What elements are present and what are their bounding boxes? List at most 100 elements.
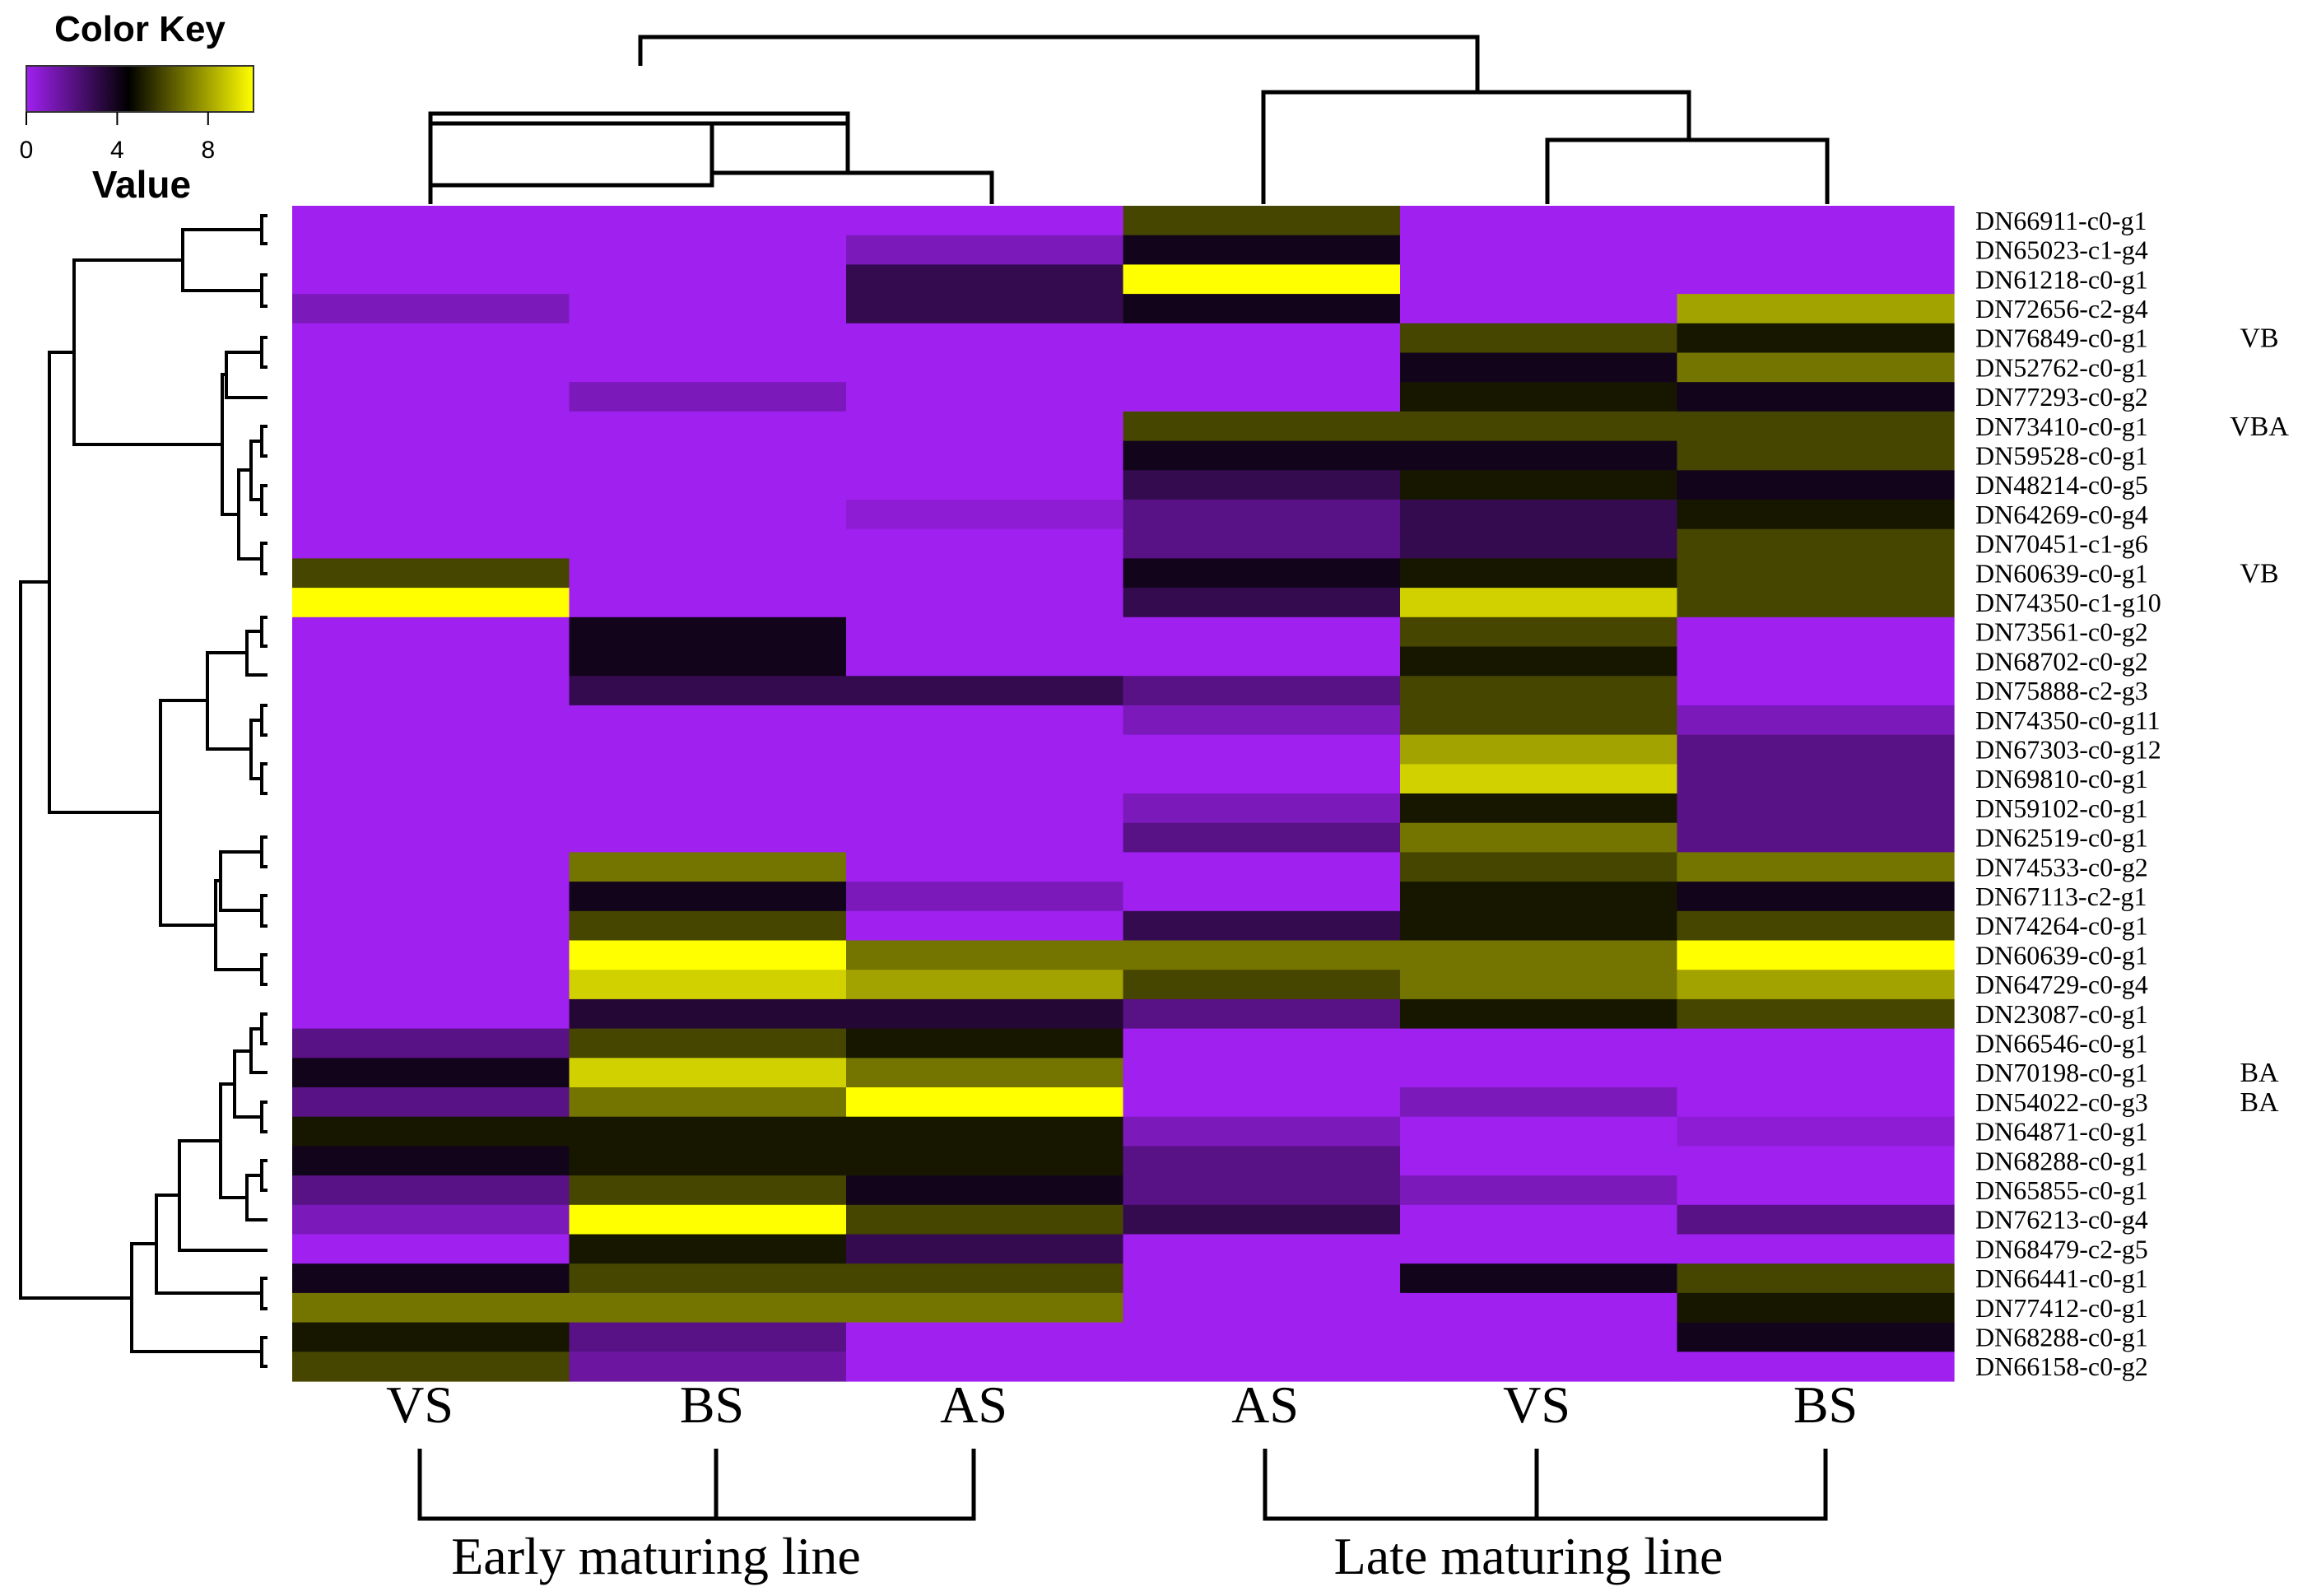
gene-label: DN75888-c2-g3 — [1975, 676, 2148, 705]
heatmap-cell — [1123, 910, 1401, 942]
heatmap-cell — [1400, 1028, 1678, 1059]
heatmap-cell — [1123, 1263, 1401, 1294]
heatmap-cell — [846, 1058, 1124, 1088]
heatmap-cell — [1123, 1087, 1401, 1118]
gene-label: DN70451-c1-g6 — [1975, 529, 2148, 559]
heatmap-cell — [292, 793, 570, 824]
heatmap-cell — [846, 1322, 1124, 1352]
heatmap-cell — [569, 617, 847, 648]
heatmap-cell — [846, 382, 1124, 412]
heatmap-cell — [846, 528, 1124, 559]
heatmap-cell — [1677, 1087, 1955, 1118]
heatmap-cell — [569, 676, 847, 706]
gene-label: DN67303-c0-g12 — [1975, 735, 2161, 765]
heatmap-cell — [846, 646, 1124, 677]
heatmap-cell — [1400, 882, 1678, 912]
row-dendro-branch — [260, 1336, 267, 1368]
row-dendro-branch — [260, 214, 267, 245]
heatmap-cell — [1400, 1352, 1678, 1382]
gene-label: DN70198-c0-g1 — [1975, 1058, 2148, 1087]
heatmap-cell — [292, 822, 570, 853]
gene-label: DN66546-c0-g1 — [1975, 1029, 2148, 1059]
heatmap-cell — [1677, 206, 1955, 236]
gene-label: DN60639-c0-g1 — [1975, 940, 2148, 970]
heatmap-cell — [1400, 411, 1678, 442]
heatmap-cell — [292, 676, 570, 706]
heatmap-cell — [569, 793, 847, 824]
heatmap-cell — [292, 1322, 570, 1352]
heatmap-cell — [1400, 646, 1678, 677]
row-dendro-branch — [48, 351, 160, 814]
heatmap-cell — [569, 1292, 847, 1324]
col-dendro-branch — [428, 123, 714, 204]
heatmap-cell — [292, 1352, 570, 1382]
gene-label: DN68288-c0-g1 — [1975, 1323, 2148, 1352]
heatmap-cell — [292, 940, 570, 970]
heatmap-cell — [1677, 705, 1955, 736]
heatmap-cell — [569, 470, 847, 500]
heatmap-cell — [846, 793, 1124, 824]
color-key: Color Key 0 4 8 Value — [20, 9, 254, 206]
heatmap-cell — [846, 970, 1124, 1000]
heatmap-cell — [1400, 588, 1678, 618]
heatmap-cell — [569, 382, 847, 412]
gene-tag-label: VB — [2240, 558, 2278, 589]
row-dendro-branch — [260, 704, 267, 737]
heatmap-cell — [292, 588, 570, 618]
heatmap-cell — [292, 500, 570, 530]
column-labels: VS BS AS AS VS BS — [386, 1375, 1858, 1434]
heatmap-cell — [1677, 558, 1955, 589]
col-dendro-branch — [1261, 90, 1691, 204]
heatmap-cell — [846, 500, 1124, 530]
heatmap-cell — [1123, 235, 1401, 265]
heatmap-cell — [1677, 1234, 1955, 1264]
gene-label: DN65855-c0-g1 — [1975, 1175, 2148, 1205]
gene-label: DN64871-c0-g1 — [1975, 1117, 2148, 1147]
heatmap-cell — [569, 411, 847, 442]
heatmap-cell — [292, 558, 570, 589]
heatmap-cell — [292, 910, 570, 942]
heatmap-cell — [1123, 352, 1401, 383]
heatmap-cell — [1677, 852, 1955, 882]
col-dendro-branch — [712, 147, 850, 175]
heatmap-cell — [1123, 970, 1401, 1000]
column-label: VS — [1503, 1375, 1570, 1434]
heatmap-cell — [569, 1322, 847, 1352]
heatmap-cell — [1123, 528, 1401, 559]
heatmap-cell — [1677, 1146, 1955, 1176]
heatmap-cell — [1123, 382, 1401, 412]
heatmap-cell — [846, 1116, 1124, 1147]
heatmap-cell — [1400, 617, 1678, 648]
heatmap-cell — [1123, 852, 1401, 882]
heatmap-cell — [1677, 1292, 1955, 1324]
heatmap-cell — [1677, 440, 1955, 471]
row-dendro-branch — [260, 953, 267, 986]
heatmap-cell — [846, 470, 1124, 500]
heatmap-cell — [1677, 323, 1955, 354]
heatmap-cell — [1400, 470, 1678, 500]
gene-tag-label: BA — [2240, 1058, 2279, 1088]
row-dendro-branch — [260, 762, 267, 795]
heatmap-cell — [846, 882, 1124, 912]
color-key-value-label: Value — [92, 163, 191, 206]
color-key-tick-label: 4 — [110, 137, 124, 164]
heatmap-cell — [1677, 500, 1955, 530]
heatmap-cell — [569, 235, 847, 265]
heatmap-cell — [292, 1175, 570, 1206]
heatmap-cell — [1400, 264, 1678, 295]
heatmap-cell — [1400, 910, 1678, 942]
heatmap-cell — [292, 617, 570, 648]
gene-tag-label: VB — [2240, 323, 2278, 354]
heatmap-cell — [846, 235, 1124, 265]
heatmap-cell — [846, 1204, 1124, 1235]
heatmap-cell — [292, 1292, 570, 1324]
heatmap-cell — [1677, 940, 1955, 970]
gene-label: DN48214-c0-g5 — [1975, 470, 2148, 500]
heatmap-cell — [1677, 822, 1955, 853]
heatmap-cell — [1123, 822, 1401, 853]
heatmap-cell — [569, 1058, 847, 1088]
heatmap-cell — [1677, 617, 1955, 648]
row-dendro-branch — [260, 273, 267, 308]
heatmap-cell — [569, 558, 847, 589]
heatmap-cell — [846, 910, 1124, 942]
